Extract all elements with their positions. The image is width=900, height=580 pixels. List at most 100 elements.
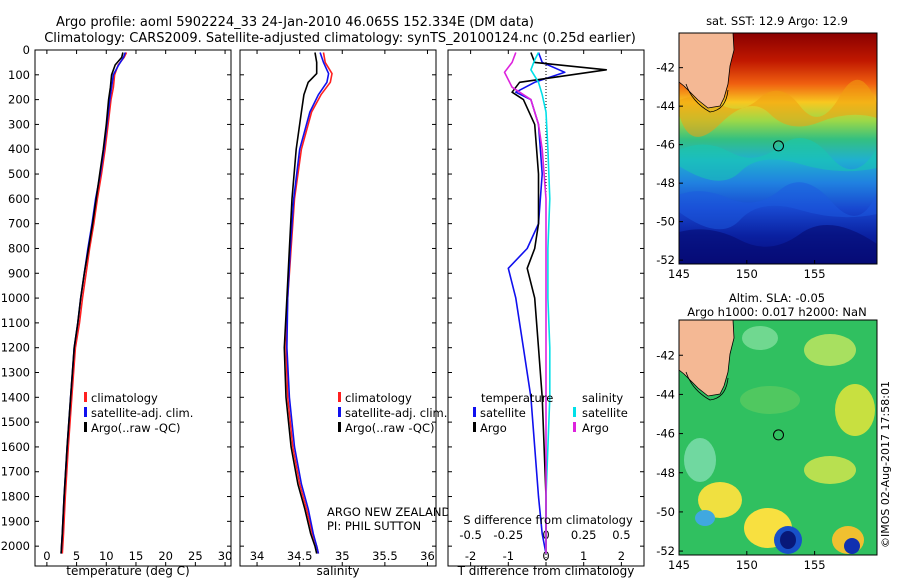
depth-tick-label: 1500 <box>1 415 30 429</box>
series-line-satellite <box>286 52 330 554</box>
x-tick-label: 10 <box>99 549 114 563</box>
x-tick-label: 2 <box>618 549 625 563</box>
legend-swatch-s-satellite <box>573 407 576 417</box>
x-tick-label: 5 <box>73 549 80 563</box>
sst-band-cold <box>679 225 877 264</box>
map-x-tick-label: 155 <box>804 267 826 281</box>
sst-band <box>679 138 877 181</box>
s-tick-label: -0.5 <box>459 528 481 542</box>
x-tick-label: 15 <box>129 549 144 563</box>
sla-blob <box>780 531 796 549</box>
sla-map-frame <box>678 319 878 556</box>
s-difference-label: S difference from climatology <box>463 513 633 527</box>
x-tick-label: 0 <box>43 549 50 563</box>
legend-label-t-argo: Argo <box>480 421 507 435</box>
x-tick-label: 35 <box>335 549 350 563</box>
depth-tick-label: 100 <box>8 68 30 82</box>
x-tick-label: -1 <box>503 549 514 563</box>
sla-y-ticks: -42 -44 -46 -48 -50 -52 <box>656 348 683 558</box>
depth-tick-label: 1200 <box>1 341 30 355</box>
depth-tick-label: 1100 <box>1 316 30 330</box>
legend-label-climatology: climatology <box>345 391 412 405</box>
header-line-2: Climatology: CARS2009. Satellite-adjuste… <box>44 31 636 46</box>
shelf-contour <box>685 371 729 401</box>
map-y-tick-label: -44 <box>656 387 675 401</box>
depth-tick-label: 1800 <box>1 490 30 504</box>
legend-label-argo: Argo(..raw -QC) <box>91 421 181 435</box>
legend-swatch-satellite <box>84 407 87 417</box>
depth-tick-label: 500 <box>8 167 30 181</box>
difference-legend: temperature salinity satellite Argo sate… <box>473 391 628 435</box>
legend-swatch-climatology <box>338 392 341 402</box>
s-tick-label: 0.5 <box>612 528 630 542</box>
map-y-tick-label: -48 <box>656 176 675 190</box>
depth-tick-label: 1000 <box>1 291 30 305</box>
float-owner-line2: PI: PHIL SUTTON <box>327 519 421 533</box>
series-line-s-argo <box>503 52 547 554</box>
legend-swatch-satellite <box>338 407 341 417</box>
legend-label-s-argo: Argo <box>582 421 609 435</box>
salinity-xlabel: salinity <box>316 564 359 578</box>
series-line-argo <box>283 52 318 554</box>
legend-label-climatology: climatology <box>91 391 158 405</box>
sst-front <box>679 79 877 137</box>
legend-label-t-satellite: satellite <box>480 406 526 420</box>
sla-blob <box>844 538 860 554</box>
imos-credit: ©IMOS 02-Aug-2017 17:58:01 <box>879 381 892 548</box>
tasmania-landmass <box>679 320 735 397</box>
s-tick-label: 0.25 <box>571 528 597 542</box>
legend-swatch-s-argo <box>573 422 576 432</box>
temperature-depth-ticks: 0 100 200 300 400 500 600 700 800 900 1000 1100 1200… <box>1 43 231 553</box>
map-x-tick-label: 145 <box>668 558 690 572</box>
temperature-x-ticks: 0 5 10 15 20 25 30 <box>43 50 232 566</box>
depth-tick-label: 1900 <box>1 514 30 528</box>
map-x-tick-label: 155 <box>804 558 826 572</box>
legend-swatch-argo <box>338 422 341 432</box>
legend-salinity-heading: salinity <box>582 391 623 405</box>
x-tick-label: 0 <box>542 549 549 563</box>
depth-tick-label: 1700 <box>1 465 30 479</box>
legend-swatch-argo <box>84 422 87 432</box>
sla-blob <box>804 334 856 366</box>
x-tick-label: 36 <box>420 549 435 563</box>
series-line-argo <box>60 52 124 554</box>
depth-tick-label: 300 <box>8 117 30 131</box>
depth-tick-label: 1400 <box>1 390 30 404</box>
map-y-tick-label: -44 <box>656 99 675 113</box>
temperature-xlabel: temperature (deg C) <box>66 564 189 578</box>
header-line-1: Argo profile: aoml 5902224_33 24-Jan-201… <box>56 15 534 30</box>
x-tick-label: 20 <box>158 549 173 563</box>
x-tick-label: 30 <box>218 549 233 563</box>
sla-blob <box>740 386 800 414</box>
map-y-tick-label: -50 <box>656 505 675 519</box>
map-x-tick-label: 150 <box>736 267 758 281</box>
map-y-tick-label: -52 <box>656 253 675 267</box>
depth-tick-label: 0 <box>23 43 30 57</box>
map-y-tick-label: -46 <box>656 427 675 441</box>
legend-swatch-climatology <box>84 392 87 402</box>
legend-label-satellite: satellite-adj. clim. <box>91 406 193 420</box>
depth-tick-label: 700 <box>8 217 30 231</box>
legend-label-s-satellite: satellite <box>582 406 628 420</box>
series-line-climatology <box>61 52 128 554</box>
argo-position-marker <box>773 140 784 152</box>
sla-map: Altim. SLA: -0.05 Argo h1000: 0.017 h200… <box>656 291 878 572</box>
sla-x-ticks: 145 150 155 <box>668 551 826 572</box>
sla-blob <box>695 510 715 526</box>
float-owner-line1: ARGO NEW ZEALAND <box>327 505 451 519</box>
depth-tick-label: 800 <box>8 241 30 255</box>
x-tick-label: 34 <box>250 549 265 563</box>
depth-tick-label: 2000 <box>1 539 30 553</box>
sst-x-ticks: 145 150 155 <box>668 260 826 281</box>
salinity-legend: climatology satellite-adj. clim. Argo(..… <box>338 391 447 435</box>
map-y-tick-label: -46 <box>656 138 675 152</box>
legend-swatch-t-argo <box>473 422 476 432</box>
x-tick-label: 25 <box>188 549 203 563</box>
sla-blob <box>804 456 856 484</box>
map-x-tick-label: 150 <box>736 558 758 572</box>
sst-map-title: sat. SST: 12.9 Argo: 12.9 <box>706 14 848 28</box>
sla-map-title-line2: Argo h1000: 0.017 h2000: NaN <box>687 305 866 319</box>
shelf-contour <box>685 83 729 113</box>
legend-swatch-t-satellite <box>473 407 476 417</box>
x-tick-label: 1 <box>580 549 587 563</box>
